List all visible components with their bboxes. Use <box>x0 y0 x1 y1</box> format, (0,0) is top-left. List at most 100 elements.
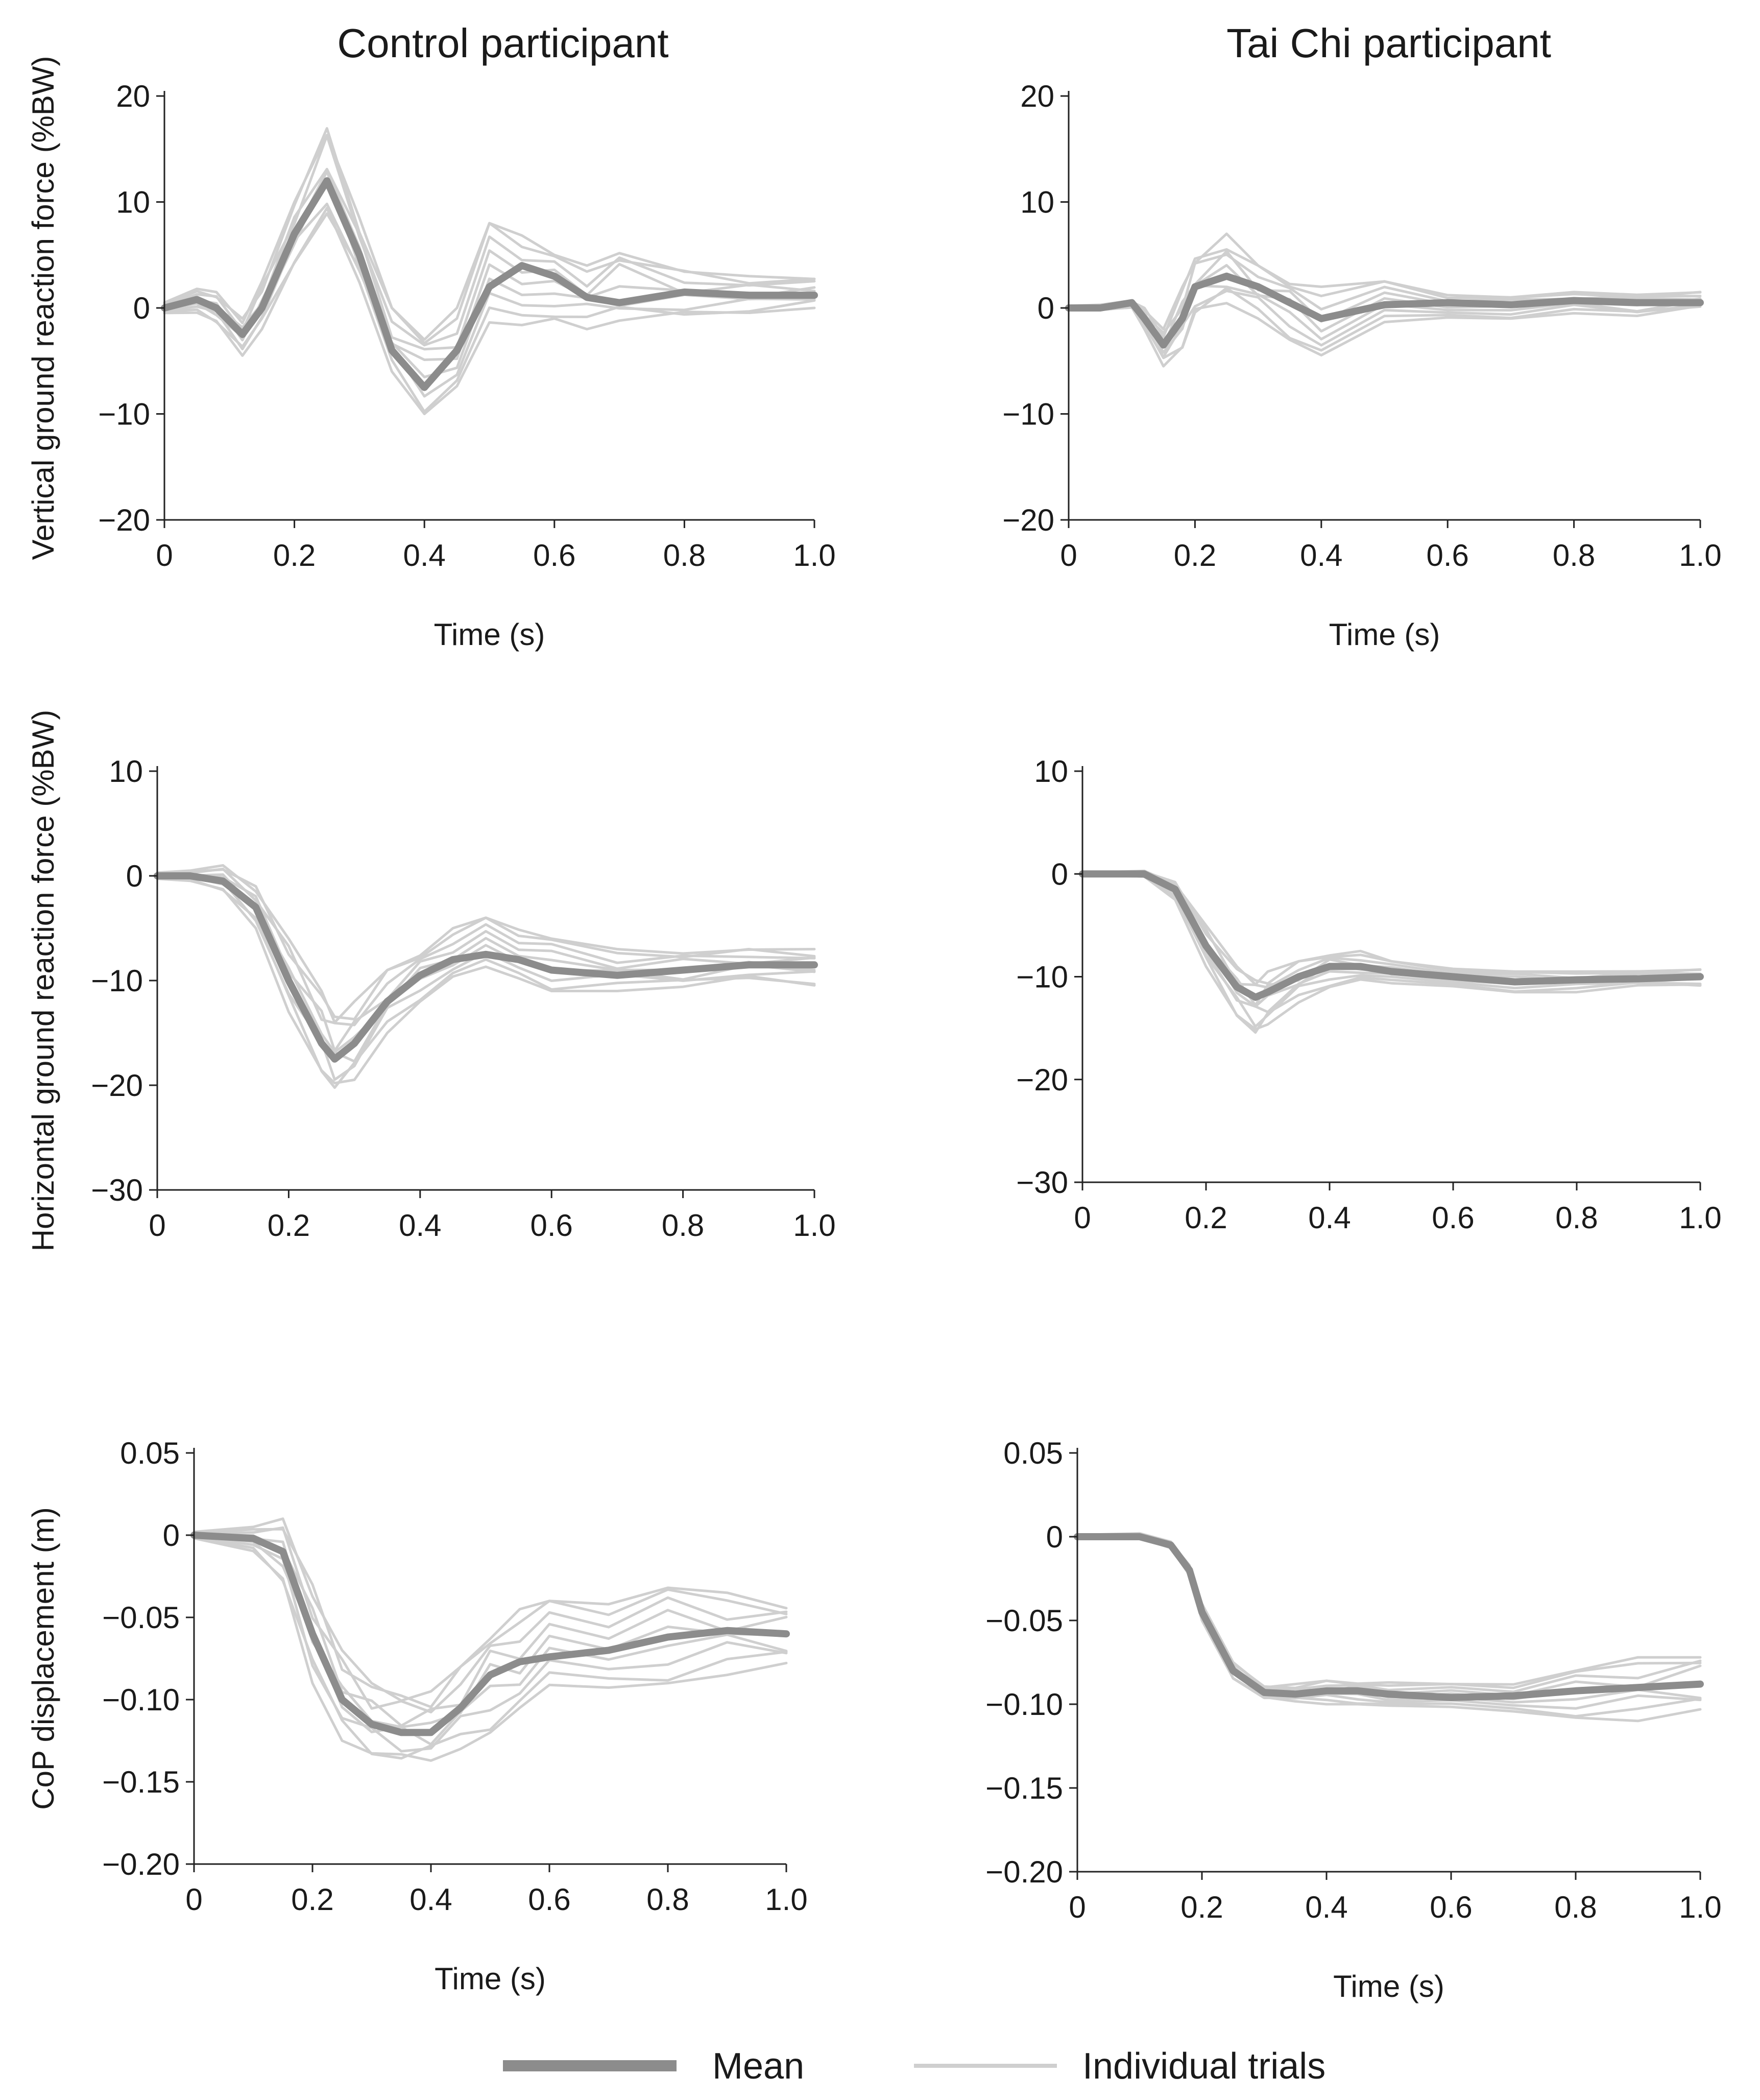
panel-horizontal-grf-taichi: 100−10−20−300 0.2 0.4 0.6 0.8 1.0 <box>1016 754 1721 1235</box>
y-tick-label: 0 <box>133 291 150 325</box>
trial-line <box>192 1536 788 1760</box>
mean-line <box>154 872 818 1063</box>
y-tick-label: −0.05 <box>102 1601 180 1635</box>
y-tick-label: −20 <box>1002 503 1054 537</box>
y-tick-label: 0.05 <box>120 1436 180 1470</box>
y-tick-label: 0 <box>163 1518 180 1553</box>
y-tick-label: 0 <box>1038 291 1054 325</box>
trial-line <box>156 877 816 1085</box>
trial-line <box>156 864 816 1024</box>
y-tick-label: −0.05 <box>985 1604 1063 1638</box>
trial-line <box>163 168 816 351</box>
x-tick-label: 0.8 <box>646 1882 689 1917</box>
x-tick-label: 0.2 <box>1174 538 1216 572</box>
y-tick-label: 0 <box>126 859 143 893</box>
trial-line <box>156 868 816 1027</box>
x-tick-label: 0.2 <box>1185 1201 1227 1235</box>
x-tick-label: 0.8 <box>662 1208 704 1243</box>
mean-line <box>1079 870 1704 1001</box>
column-title-taichi: Tai Chi participant <box>1226 20 1551 66</box>
y-tick-label: 20 <box>116 79 150 113</box>
x-tick-label: 0.8 <box>1554 1890 1597 1924</box>
y-tick-label: −30 <box>91 1173 143 1207</box>
column-title-control: Control participant <box>337 20 668 66</box>
y-tick-label: 10 <box>1034 754 1068 789</box>
trial-line <box>1076 1534 1702 1701</box>
y-tick-label: 0.05 <box>1003 1436 1063 1470</box>
x-tick-label: 0.2 <box>1180 1890 1223 1924</box>
y-tick-label: −10 <box>1002 397 1054 432</box>
y-tick-label: −10 <box>91 964 143 998</box>
legend-trials-label: Individual trials <box>1082 2046 1325 2087</box>
mean-line <box>190 1532 790 1736</box>
x-tick-label: 0 <box>185 1882 202 1917</box>
y-tick-label: −20 <box>1016 1063 1068 1097</box>
x-tick-label: 1.0 <box>765 1882 807 1917</box>
trial-line <box>1081 873 1702 1028</box>
y-tick-label: 10 <box>116 185 150 220</box>
x-axis-title: Time (s) <box>434 617 545 652</box>
trial-line <box>1076 1534 1702 1697</box>
x-tick-label: 0.6 <box>1426 538 1468 572</box>
y-tick-label: −0.15 <box>102 1765 180 1799</box>
x-tick-label: 0.4 <box>1300 538 1342 572</box>
x-tick-label: 0.4 <box>1308 1201 1351 1235</box>
y-tick-label: −20 <box>98 503 150 537</box>
y-tick-label: −10 <box>1016 960 1068 994</box>
x-tick-label: 1.0 <box>793 1208 835 1243</box>
mean-line <box>1065 272 1704 349</box>
y-tick-label: 10 <box>1020 185 1054 220</box>
y-tick-label: −30 <box>1016 1165 1068 1200</box>
x-tick-label: 0.6 <box>1432 1201 1474 1235</box>
trial-line <box>1081 869 1702 986</box>
x-tick-label: 1.0 <box>1679 1201 1721 1235</box>
x-tick-label: 1.0 <box>793 538 835 572</box>
y-tick-label: 0 <box>1051 857 1068 891</box>
y-tick-label: −0.15 <box>985 1771 1063 1805</box>
x-tick-label: 1.0 <box>1679 538 1721 572</box>
x-tick-label: 0.4 <box>403 538 445 572</box>
trial-line <box>163 202 816 398</box>
y-axis-title: CoP displacement (m) <box>26 1507 60 1809</box>
x-tick-label: 0.8 <box>1553 538 1595 572</box>
y-tick-label: 0 <box>1046 1520 1063 1554</box>
x-tick-label: 0.6 <box>1430 1890 1472 1924</box>
y-tick-label: −0.10 <box>985 1687 1063 1722</box>
x-tick-label: 0.6 <box>528 1882 570 1917</box>
x-tick-label: 0 <box>1069 1890 1086 1924</box>
x-axis-title: Time (s) <box>435 1962 546 1996</box>
y-tick-label: −0.10 <box>102 1683 180 1717</box>
panel-cop-displacement-control: 0.050−0.05−0.10−0.15−0.200 0.2 0.4 0.6 0.8 1.… <box>26 1436 808 1996</box>
trial-line <box>192 1537 788 1762</box>
x-tick-label: 0 <box>1060 538 1077 572</box>
trial-line <box>156 873 816 1052</box>
mean-line <box>161 177 818 391</box>
y-tick-label: −10 <box>98 397 150 432</box>
y-tick-label: −0.20 <box>985 1855 1063 1889</box>
x-tick-label: 0 <box>156 538 173 572</box>
x-tick-label: 0.8 <box>663 538 706 572</box>
legend-mean-label: Mean <box>712 2046 804 2087</box>
legend: Mean Individual trials <box>503 2046 1325 2087</box>
trial-line <box>192 1517 788 1702</box>
panel-cop-displacement-taichi: 0.050−0.05−0.10−0.15−0.200 0.2 0.4 0.6 0.8 1.… <box>985 1436 1722 2003</box>
y-axis-title: Horizontal ground reaction force (%BW) <box>26 710 60 1251</box>
trial-line <box>163 127 816 345</box>
x-tick-label: 0.6 <box>530 1208 572 1243</box>
y-tick-label: 10 <box>109 754 143 789</box>
trial-line <box>163 207 816 415</box>
x-axis-title: Time (s) <box>1333 1969 1444 2003</box>
x-tick-label: 1.0 <box>1679 1890 1721 1924</box>
y-tick-label: −20 <box>91 1068 143 1103</box>
trial-line <box>1067 302 1702 368</box>
x-tick-label: 0.4 <box>409 1882 452 1917</box>
x-tick-label: 0.2 <box>273 538 316 572</box>
trial-line <box>1076 1532 1702 1689</box>
x-tick-label: 0 <box>149 1208 165 1243</box>
x-tick-label: 0.8 <box>1555 1201 1598 1235</box>
